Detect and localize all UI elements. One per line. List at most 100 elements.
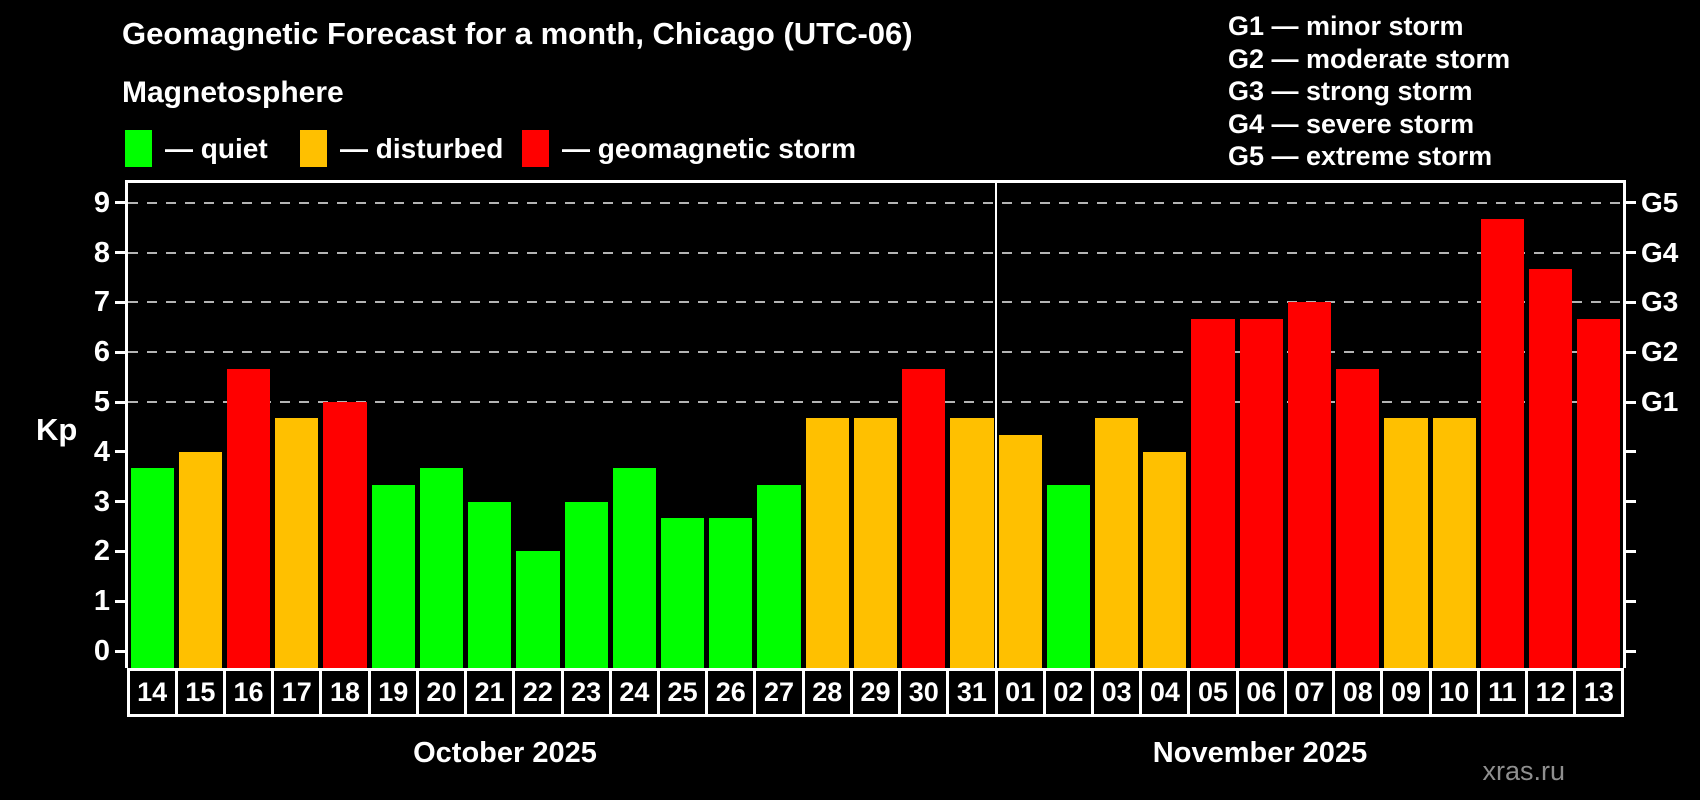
right-tick-8 xyxy=(1626,251,1636,255)
day-label-16: 16 xyxy=(222,668,275,717)
right-tick-6 xyxy=(1626,350,1636,354)
month-divider-line xyxy=(995,183,998,668)
day-label-29: 29 xyxy=(849,668,902,717)
bar-day-30 xyxy=(902,368,946,668)
day-label-06: 06 xyxy=(1235,668,1287,717)
day-label-21: 21 xyxy=(464,668,516,717)
y-tick-5 xyxy=(115,400,125,404)
gridline-kp5 xyxy=(128,401,1623,403)
day-label-03: 03 xyxy=(1091,668,1143,717)
y-axis-title: Kp xyxy=(36,412,78,447)
bar-day-31 xyxy=(950,418,994,668)
bar-day-12 xyxy=(1529,269,1573,668)
right-tick-7 xyxy=(1626,300,1636,304)
right-axis-label-g5: G5 xyxy=(1641,186,1679,218)
day-label-28: 28 xyxy=(801,668,853,717)
day-label-25: 25 xyxy=(656,668,709,717)
y-tick-8 xyxy=(115,251,125,255)
right-tick-3 xyxy=(1626,500,1636,504)
gridline-kp9 xyxy=(128,201,1623,204)
storm-scale-entry-g2: G2 — moderate storm xyxy=(1228,43,1511,74)
bar-day-14 xyxy=(130,468,174,668)
day-label-10: 10 xyxy=(1428,668,1480,717)
y-tick-0 xyxy=(115,649,125,653)
y-tick-label-0: 0 xyxy=(93,635,110,667)
month-label-october: October 2025 xyxy=(413,737,597,769)
bar-day-16 xyxy=(226,368,271,668)
y-tick-1 xyxy=(115,599,125,603)
storm-color-swatch xyxy=(522,130,549,167)
day-label-02: 02 xyxy=(1042,668,1094,717)
day-label-22: 22 xyxy=(512,668,564,717)
disturbed-color-swatch xyxy=(300,130,327,167)
bar-day-22 xyxy=(516,551,560,668)
bar-day-03 xyxy=(1095,418,1139,668)
y-tick-6 xyxy=(115,350,125,354)
bar-day-09 xyxy=(1384,418,1428,668)
quiet-color-swatch xyxy=(125,130,152,167)
watermark: xras.ru xyxy=(1482,756,1565,786)
y-tick-label-1: 1 xyxy=(93,585,110,618)
day-label-12: 12 xyxy=(1525,668,1577,717)
bar-day-21 xyxy=(468,501,512,668)
day-label-14: 14 xyxy=(126,668,178,717)
day-label-09: 09 xyxy=(1380,668,1432,717)
day-label-04: 04 xyxy=(1139,668,1191,717)
storm-scale-entry-g1: G1 — minor storm xyxy=(1228,11,1464,41)
storm-scale-entry-g5: G5 — extreme storm xyxy=(1228,141,1493,171)
chart-title: Geomagnetic Forecast for a month, Chicag… xyxy=(122,16,913,51)
day-label-05: 05 xyxy=(1187,668,1239,717)
y-tick-label-4: 4 xyxy=(93,435,110,468)
y-tick-label-9: 9 xyxy=(93,186,110,219)
bar-day-11 xyxy=(1480,219,1525,668)
day-label-31: 31 xyxy=(946,668,998,717)
y-tick-7 xyxy=(115,300,125,304)
gridline-kp8 xyxy=(128,251,1623,254)
right-axis-label-g4: G4 xyxy=(1641,236,1679,268)
bar-day-04 xyxy=(1143,451,1187,668)
bar-day-07 xyxy=(1287,302,1332,668)
right-axis-label-g1: G1 xyxy=(1641,386,1679,417)
day-label-26: 26 xyxy=(705,668,757,717)
y-axis-line xyxy=(125,180,128,668)
bar-day-02 xyxy=(1046,485,1090,668)
bar-day-01 xyxy=(998,435,1042,668)
day-label-01: 01 xyxy=(994,668,1046,717)
gridline-kp7 xyxy=(128,301,1623,304)
day-label-08: 08 xyxy=(1332,668,1384,717)
day-label-13: 13 xyxy=(1573,668,1625,717)
bar-day-17 xyxy=(275,418,319,668)
storm-scale-legend: G1 — minor storm G2 — moderate storm G3 … xyxy=(1228,10,1510,173)
legend-item-quiet: — quiet xyxy=(125,130,268,167)
bar-day-13 xyxy=(1577,318,1621,668)
day-label-24: 24 xyxy=(608,668,660,717)
day-label-18: 18 xyxy=(319,668,371,717)
bar-day-24 xyxy=(612,468,656,668)
bar-day-19 xyxy=(371,485,415,668)
bar-day-20 xyxy=(419,468,464,668)
y-tick-label-2: 2 xyxy=(93,535,110,568)
y-tick-3 xyxy=(115,500,125,504)
bar-day-25 xyxy=(660,518,705,668)
day-label-07: 07 xyxy=(1283,668,1336,717)
y-tick-9 xyxy=(115,201,125,205)
bar-day-27 xyxy=(757,485,801,668)
bar-day-05 xyxy=(1191,318,1235,668)
y-tick-label-7: 7 xyxy=(93,286,110,319)
bar-day-29 xyxy=(853,418,898,668)
bar-day-18 xyxy=(323,402,367,668)
right-tick-5 xyxy=(1626,400,1636,404)
day-label-15: 15 xyxy=(174,668,226,717)
plot-top-border xyxy=(125,180,1626,183)
legend-label-quiet: — quiet xyxy=(165,132,268,164)
right-tick-1 xyxy=(1626,599,1636,603)
legend-label-storm: — geomagnetic storm xyxy=(562,132,857,164)
right-axis-line xyxy=(1623,180,1626,668)
month-label-november: November 2025 xyxy=(1152,737,1368,769)
legend-label-disturbed: — disturbed xyxy=(340,132,504,164)
legend-item-disturbed: — disturbed xyxy=(300,130,503,167)
bar-day-08 xyxy=(1336,368,1380,668)
bar-day-26 xyxy=(709,518,753,668)
right-axis-label-g2: G2 xyxy=(1641,336,1679,368)
y-tick-label-5: 5 xyxy=(93,386,110,418)
